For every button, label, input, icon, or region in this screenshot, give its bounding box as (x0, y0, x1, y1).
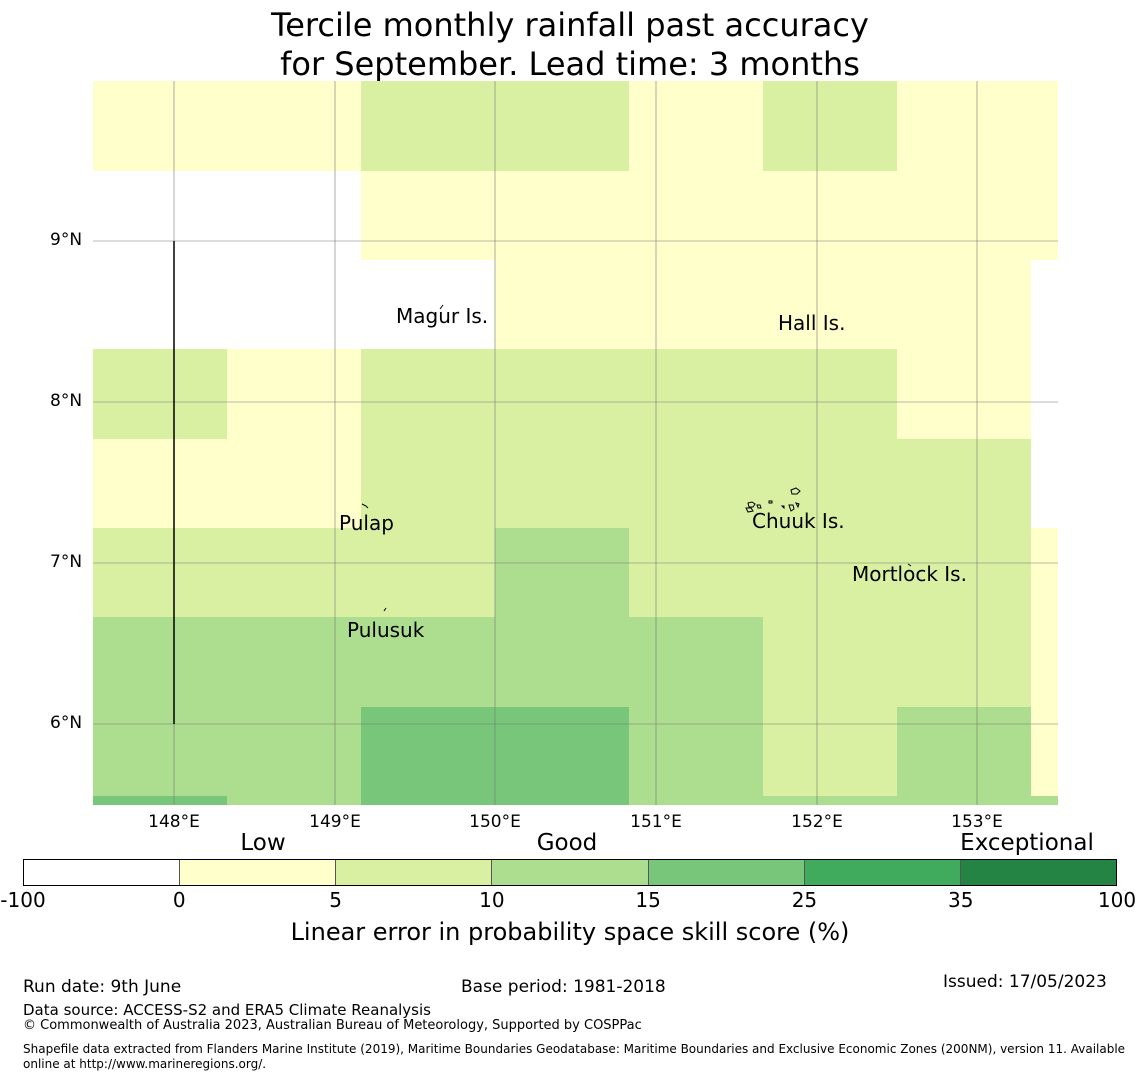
latitude-label: 6°N (50, 713, 83, 733)
skill-grid-cell (763, 81, 897, 171)
pulap-atoll-outline (361, 503, 369, 509)
skill-grid-cell (763, 707, 897, 796)
place-label-pulap: Pulap (339, 511, 394, 535)
data-source: Data source: ACCESS-S2 and ERA5 Climate … (23, 1001, 431, 1019)
longitude-label: 152°E (791, 812, 843, 832)
colorbar-tick-label: 35 (947, 888, 974, 912)
latitude-label: 8°N (50, 391, 83, 411)
chuuk-island-outline (788, 504, 795, 512)
skill-grid-cell (897, 796, 1031, 805)
colorbar-tick-label: -100 (0, 888, 46, 912)
run-date: Run date: 9th June (23, 977, 182, 997)
legend-category-good: Good (536, 830, 598, 856)
place-label-pulusuk: Pulusuk (347, 618, 425, 642)
issued-date: Issued: 17/05/2023 (943, 972, 1107, 992)
skill-grid-cell (1031, 617, 1058, 707)
longitude-label: 151°E (630, 812, 682, 832)
colorbar-tick-label: 100 (1097, 888, 1137, 912)
longitude-label: 150°E (469, 812, 521, 832)
legend-category-exceptional: Exceptional (960, 830, 1094, 856)
colorbar-segment (492, 860, 649, 885)
legend-category-low: Low (240, 830, 286, 856)
chuuk-island-outline (795, 502, 800, 509)
colorbar (23, 859, 1117, 886)
skill-grid-cell (763, 617, 1031, 707)
skill-grid-cell (1031, 796, 1058, 805)
longitude-label: 148°E (148, 812, 200, 832)
pulusuk-atoll-outline (383, 607, 387, 612)
colorbar-tick-label: 0 (172, 888, 186, 912)
skill-grid-cell (361, 439, 1031, 528)
chuuk-island-outline (768, 500, 773, 504)
skill-grid-cell (897, 81, 1058, 171)
skill-grid-cell (93, 349, 227, 439)
latitude-label: 9°N (50, 230, 83, 250)
colorbar-tick-label: 10 (479, 888, 505, 912)
shapefile-credit: Shapefile data extracted from Flanders M… (23, 1042, 1126, 1071)
magur-atoll-outline (439, 304, 444, 310)
skill-grid-cell (361, 349, 897, 439)
latitude-label: 7°N (50, 552, 83, 572)
chuuk-island-outline (747, 501, 756, 508)
colorbar-segment (24, 860, 181, 885)
colorbar-tick-label: 25 (791, 888, 818, 912)
skill-grid-cell (93, 617, 629, 707)
skill-grid-cell (93, 796, 227, 805)
skill-grid-cell (897, 349, 1031, 439)
skill-grid-cell (495, 528, 629, 617)
place-label-hall: Hall Is. (778, 311, 846, 335)
colorbar-tick-label: 15 (635, 888, 661, 912)
mortlock-atoll-outline (907, 563, 912, 567)
skill-grid-cell (897, 707, 1031, 796)
chuuk-island-outline (790, 487, 801, 495)
skill-grid-cell (227, 349, 361, 439)
skill-grid-cell (1031, 707, 1058, 796)
place-label-mortlock: Mortlock Is. (852, 562, 967, 586)
colorbar-segment (960, 860, 1116, 885)
skill-grid-cell (93, 81, 361, 171)
map-gridlines (93, 81, 1058, 805)
chuuk-island-outline (780, 505, 785, 510)
chuuk-island-outline (756, 504, 762, 509)
skill-grid-cells (93, 81, 1058, 805)
skill-grid-cell (629, 528, 1031, 617)
skill-grid-cell (629, 707, 763, 805)
skill-grid-cell (495, 260, 1031, 349)
skill-grid-cell (629, 81, 763, 171)
colorbar-label: Linear error in probability space skill … (290, 918, 850, 946)
skill-grid-cell (361, 260, 495, 349)
longitude-label: 149°E (309, 812, 361, 832)
colorbar-tick-label: 5 (329, 888, 342, 912)
skill-grid-cell (1031, 260, 1058, 349)
colorbar-segment (648, 860, 805, 885)
copyright: © Commonwealth of Australia 2023, Austra… (23, 1018, 642, 1033)
skill-grid-cell (93, 439, 361, 528)
colorbar-segment (804, 860, 961, 885)
skill-grid-cell (629, 617, 763, 707)
map-title-line-1: Tercile monthly rainfall past accuracy (271, 6, 869, 44)
colorbar-segment (180, 860, 337, 885)
skill-score-map (93, 81, 1058, 805)
skill-grid-cell (93, 528, 495, 617)
skill-grid-cell (1031, 528, 1058, 617)
place-label-chuuk: Chuuk Is. (752, 509, 845, 533)
map-title-line-2: for September. Lead time: 3 months (280, 45, 860, 83)
colorbar-segment (336, 860, 493, 885)
skill-grid-cell (227, 796, 361, 805)
place-label-magur: Magur Is. (396, 304, 489, 328)
base-period: Base period: 1981-2018 (461, 977, 666, 997)
skill-grid-cell (763, 796, 897, 805)
skill-grid-cell (93, 707, 361, 796)
chuuk-island-outline (745, 507, 754, 513)
coastline-outlines (361, 304, 912, 612)
longitude-label: 153°E (951, 812, 1003, 832)
skill-grid-cell (361, 171, 1058, 260)
